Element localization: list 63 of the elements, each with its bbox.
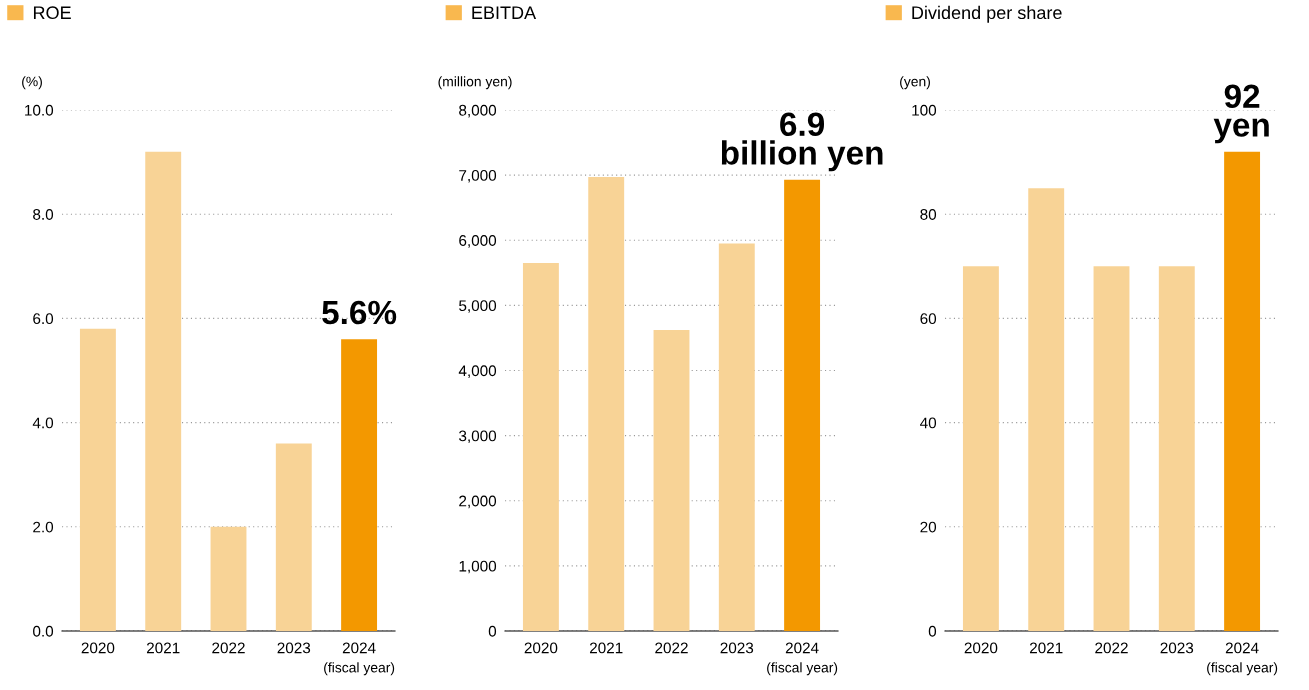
bar: [210, 526, 247, 631]
x-tick-label: 2023: [720, 642, 754, 654]
text: EBITDA: [472, 6, 537, 19]
text: (fiscal year): [1207, 662, 1278, 676]
bar: [1224, 151, 1261, 631]
y-tick-label: 6,000: [459, 235, 497, 248]
y-tick-label: 20: [920, 521, 937, 533]
y-tick-label: 3,000: [459, 430, 497, 444]
x-tick-label: 2024: [342, 642, 376, 654]
y-tick-label: 0: [488, 625, 497, 637]
bar: [1093, 266, 1130, 631]
annotation: 6.9 billion yen: [721, 112, 883, 172]
bar: [145, 151, 182, 631]
y-axis-title: (%): [22, 76, 42, 90]
y-tick-label: 1,000: [459, 560, 497, 574]
y-tick-label: 0.0: [33, 625, 54, 637]
x-tick-label: 2020: [81, 642, 115, 654]
y-tick-label: 0: [928, 625, 937, 637]
y-tick-label: 2,000: [459, 495, 497, 509]
text: (fiscal year): [767, 662, 838, 676]
bar: [522, 263, 559, 631]
bar: [588, 177, 625, 631]
x-tick-label: 2023: [277, 642, 311, 654]
y-tick-label: 8.0: [33, 209, 54, 220]
x-tick-label: 2021: [589, 642, 623, 654]
bar: [962, 266, 999, 631]
x-tick-label: 2022: [1095, 642, 1128, 654]
bar: [653, 330, 690, 631]
x-tick-label: 2022: [655, 642, 688, 654]
annotation: 5.6%: [322, 300, 397, 325]
x-tick-label: 2022: [212, 642, 245, 654]
y-tick-label: 5,000: [459, 300, 497, 313]
y-tick-label: 60: [920, 313, 937, 325]
y-tick-label: 4,000: [458, 365, 497, 378]
y-tick-label: 4.0: [32, 417, 54, 429]
x-tick-label: 2024: [1225, 642, 1259, 654]
bar: [718, 243, 755, 631]
x-tick-label: 2021: [1029, 642, 1063, 654]
y-tick-label: 6.0: [33, 313, 54, 325]
bar: [1158, 266, 1195, 631]
text: ROE: [33, 6, 71, 20]
bar: [1028, 188, 1065, 631]
y-axis-title: (million yen): [438, 76, 512, 90]
bar: [784, 179, 821, 631]
text: Dividend per share: [912, 5, 1062, 23]
y-tick-label: 10.0: [25, 104, 54, 116]
x-tick-label: 2020: [964, 642, 998, 654]
x-tick-label: 2023: [1160, 642, 1194, 654]
y-tick-label: 100: [912, 104, 937, 116]
y-tick-label: 7,000: [459, 169, 497, 183]
y-tick-label: 8,000: [459, 104, 497, 118]
bar: [275, 443, 312, 631]
x-tick-label: 2021: [146, 642, 180, 654]
y-tick-label: 2.0: [33, 521, 54, 533]
annotation: 92 yen: [1213, 84, 1269, 144]
x-tick-label: 2020: [524, 642, 558, 654]
bar: [79, 328, 116, 631]
y-tick-label: 80: [920, 209, 937, 220]
y-axis-title: (yen): [900, 76, 930, 90]
x-tick-label: 2024: [785, 642, 819, 654]
text: (fiscal year): [324, 662, 395, 676]
y-tick-label: 40: [920, 417, 937, 429]
bar: [341, 339, 378, 631]
